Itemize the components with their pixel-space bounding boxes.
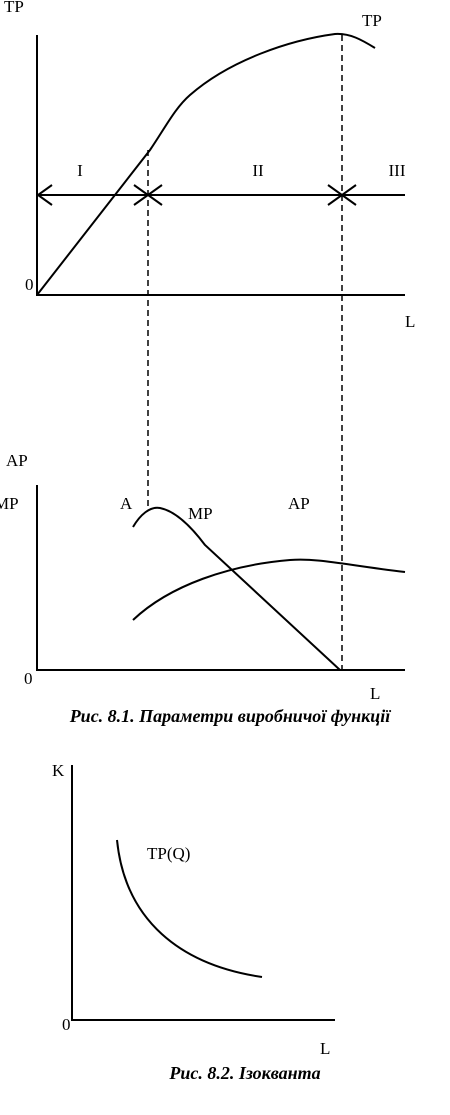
arrowhead xyxy=(36,184,53,206)
ap-label: AP xyxy=(288,494,310,513)
point-label: A xyxy=(120,494,133,513)
x-axis-label: L xyxy=(405,312,415,331)
origin-label: 0 xyxy=(62,1015,71,1034)
y-axis-label: AP xyxy=(6,451,28,470)
stage-label: III xyxy=(389,161,406,180)
x-axis-label: L xyxy=(370,684,380,703)
y-axis-label: MP xyxy=(0,494,19,513)
curve-label: TP(Q) xyxy=(147,844,190,863)
origin-label: 0 xyxy=(25,275,34,294)
y-axis-label: K xyxy=(52,761,65,780)
x-axis-label: L xyxy=(320,1039,330,1058)
origin-label: 0 xyxy=(24,669,33,688)
isoquant-curve xyxy=(116,839,263,978)
y-axis-label: TP xyxy=(4,0,24,16)
curve-label: TP xyxy=(362,11,382,30)
caption: Рис. 8.1. Параметри виробничої функції xyxy=(69,706,392,726)
stage-label: I xyxy=(77,161,83,180)
tp-curve xyxy=(36,32,376,296)
mp-label: MP xyxy=(188,504,213,523)
ap-curve xyxy=(132,558,406,621)
mp-curve xyxy=(132,506,341,671)
caption: Рис. 8.2. Ізокванта xyxy=(168,1063,320,1083)
stage-label: II xyxy=(252,161,264,180)
